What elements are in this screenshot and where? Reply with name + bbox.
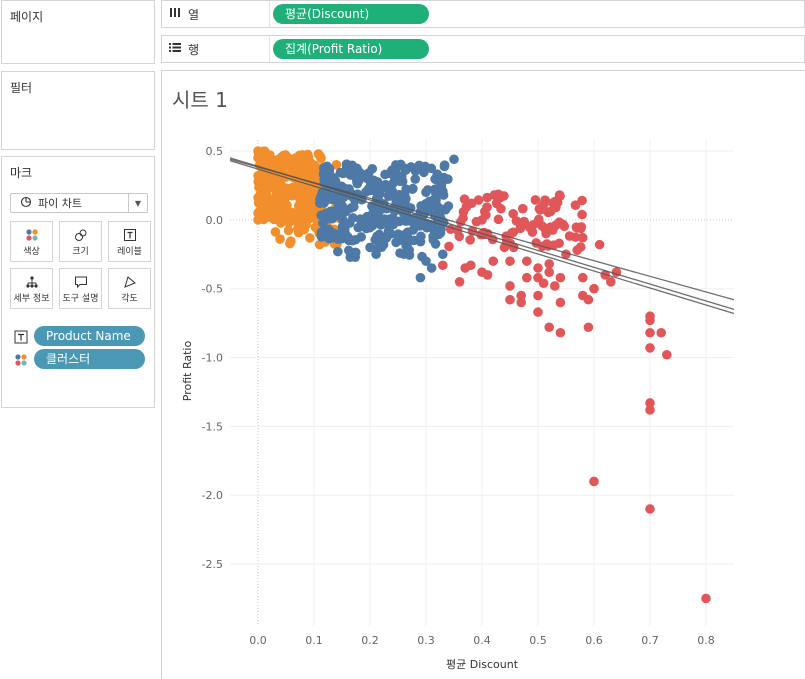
view-area <box>161 70 805 679</box>
detail-button[interactable]: 세부 정보 <box>10 268 53 309</box>
angle-icon <box>109 274 150 290</box>
marks-panel: 마크 파이 차트 ▼ 색상 크기 레이블 세부 정보 도구 설명 <box>1 156 155 408</box>
chevron-down-icon[interactable]: ▼ <box>128 194 147 212</box>
marks-title: 마크 <box>10 166 33 180</box>
color-button-label: 색상 <box>23 247 40 257</box>
label-field-icon <box>14 329 28 344</box>
label-button-label: 레이블 <box>117 247 142 257</box>
sheet-title: 시트 1 <box>172 88 228 112</box>
color-field-icon <box>14 352 28 366</box>
angle-button-label: 각도 <box>121 294 138 304</box>
field-product-name[interactable]: Product Name <box>14 326 146 346</box>
tooltip-button[interactable]: 도구 설명 <box>59 268 102 309</box>
profit-ratio-pill[interactable]: 집계(Profit Ratio) <box>273 39 429 59</box>
rows-shelf[interactable]: 행 집계(Profit Ratio) <box>161 35 805 63</box>
pages-title: 페이지 <box>10 10 44 24</box>
mark-type-dropdown[interactable]: 파이 차트 ▼ <box>10 193 148 213</box>
columns-shelf-label: 열 <box>162 1 270 27</box>
columns-label-text: 열 <box>188 7 200 22</box>
rows-shelf-label: 행 <box>162 36 270 62</box>
rows-icon <box>169 42 181 56</box>
tooltip-button-label: 도구 설명 <box>62 294 99 304</box>
columns-shelf[interactable]: 열 평균(Discount) <box>161 0 805 28</box>
columns-icon <box>169 7 181 21</box>
product-name-pill[interactable]: Product Name <box>34 326 145 346</box>
mark-type-label: 파이 차트 <box>38 197 82 210</box>
cluster-pill[interactable]: 클러스터 <box>34 349 145 369</box>
discount-pill[interactable]: 평균(Discount) <box>273 4 429 24</box>
filters-title: 필터 <box>10 81 33 95</box>
color-dots-icon <box>11 227 52 243</box>
color-button[interactable]: 색상 <box>10 221 53 262</box>
size-button-label: 크기 <box>72 247 89 257</box>
size-icon <box>60 227 101 243</box>
size-button[interactable]: 크기 <box>59 221 102 262</box>
label-button[interactable]: 레이블 <box>108 221 151 262</box>
detail-icon <box>11 274 52 290</box>
detail-button-label: 세부 정보 <box>13 294 50 304</box>
angle-button[interactable]: 각도 <box>108 268 151 309</box>
tooltip-icon <box>60 274 101 290</box>
field-cluster[interactable]: 클러스터 <box>14 349 146 369</box>
pages-panel: 페이지 <box>1 0 155 64</box>
rows-label-text: 행 <box>188 42 200 57</box>
filters-panel[interactable]: 필터 <box>1 71 155 150</box>
pie-chart-icon <box>20 196 32 211</box>
label-icon <box>109 227 150 243</box>
